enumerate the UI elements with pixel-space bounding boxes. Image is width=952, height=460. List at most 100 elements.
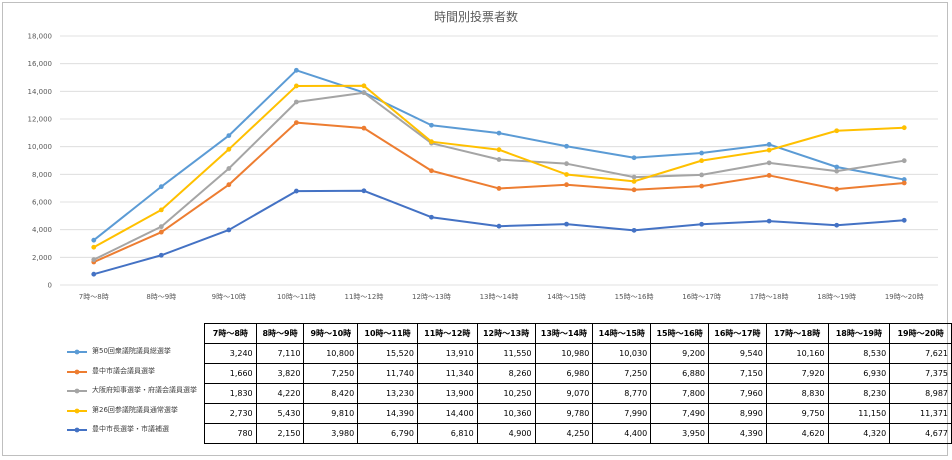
x-tick-label: 16時～17時	[682, 293, 721, 301]
data-point	[361, 83, 367, 89]
table-header-cell: 8時～9時	[255, 323, 305, 344]
table-cell: 7,150	[708, 363, 767, 384]
table-cell: 6,790	[357, 423, 418, 444]
table-cell: 9,810	[303, 403, 359, 424]
table-row: 780 2,150 3,980 6,790 6,810 4,900 4,250 4,400 3,…	[204, 423, 952, 444]
table-header-cell: 12時～13時	[476, 323, 536, 344]
data-point	[91, 257, 97, 263]
x-tick-label: 10時～11時	[277, 293, 316, 301]
series-line	[93, 84, 905, 249]
data-point	[766, 173, 772, 178]
data-point	[293, 67, 299, 73]
table-cell: 1,660	[204, 363, 257, 384]
data-point	[766, 142, 772, 147]
data-point	[429, 139, 434, 145]
data-point	[226, 133, 232, 139]
table-cell: 10,980	[534, 343, 594, 364]
table-header-cell: 19時～20時	[889, 323, 952, 344]
data-point	[564, 161, 569, 167]
x-tick-label: 15時～16時	[615, 293, 654, 301]
data-point	[699, 150, 705, 156]
x-tick-label: 18時～19時	[817, 293, 856, 301]
series-line	[93, 69, 905, 241]
y-tick-label: 12,000	[28, 116, 53, 124]
table-cell: 4,400	[592, 423, 652, 444]
table-cell: 15,520	[357, 343, 418, 364]
x-tick-label: 19時～20時	[885, 293, 924, 301]
data-point	[496, 223, 502, 229]
legend-item: 大阪府知事選挙・府議会議員選挙	[66, 381, 204, 401]
table-cell: 10,030	[592, 343, 652, 364]
chart-title: 時間別投票者数	[433, 10, 518, 24]
data-point	[429, 214, 434, 220]
data-point	[631, 155, 637, 161]
table-cell: 7,110	[255, 343, 305, 364]
table-cell: 1,830	[204, 383, 257, 404]
table-cell: 8,420	[303, 383, 359, 404]
table-header-cell: 18時～19時	[827, 323, 891, 344]
table-cell: 7,960	[708, 383, 767, 404]
table-cell: 6,810	[416, 423, 478, 444]
table-cell: 9,780	[534, 403, 594, 424]
table-cell: 3,820	[255, 363, 305, 384]
table-cell: 8,987	[889, 383, 952, 404]
table-cell: 13,910	[416, 343, 478, 364]
y-tick-label: 4,000	[32, 226, 52, 234]
legend-marker	[67, 408, 87, 413]
data-point	[91, 237, 97, 243]
data-point	[901, 158, 907, 164]
table-header-row: 7時～8時 8時～9時 9時～10時 10時～11時 11時～12時 12時～13時 13時…	[204, 323, 952, 344]
x-tick-label: 9時～10時	[212, 293, 246, 301]
data-point	[631, 187, 637, 193]
data-point	[496, 147, 502, 153]
table-cell: 7,250	[303, 363, 359, 384]
data-table: 7時～8時 8時～9時 9時～10時 10時～11時 11時～12時 12時～13時 13時…	[204, 323, 952, 444]
table-cell: 9,070	[534, 383, 594, 404]
data-point	[699, 221, 705, 227]
table-cell: 9,540	[708, 343, 767, 364]
table-cell: 3,240	[204, 343, 257, 364]
data-point	[496, 130, 502, 136]
table-cell: 7,800	[650, 383, 709, 404]
table-cell: 4,320	[827, 423, 891, 444]
table-cell: 7,920	[765, 363, 829, 384]
data-point	[901, 180, 907, 186]
table-cell: 6,880	[650, 363, 709, 384]
table-header-cell: 13時～14時	[534, 323, 594, 344]
data-point	[564, 221, 569, 227]
data-point	[631, 178, 637, 184]
table-row: 1,660 3,820 7,250 11,740 11,340 8,260 6,980 7,2…	[204, 363, 952, 384]
data-point	[226, 146, 232, 152]
data-point	[834, 128, 840, 134]
x-tick-label: 12時～13時	[412, 293, 451, 301]
table-header-cell: 16時～17時	[708, 323, 767, 344]
table-cell: 13,900	[416, 383, 478, 404]
data-point	[429, 122, 434, 128]
chart-legend: 第50回衆議院議員総選挙 豊中市議会議員選挙 大阪府知事選挙・府議会議員選挙第26回…	[66, 342, 204, 440]
table-cell: 7,621	[889, 343, 952, 364]
table-header-cell: 11時～12時	[416, 323, 478, 344]
data-point	[564, 182, 569, 188]
y-tick-label: 16,000	[28, 60, 53, 68]
data-point	[766, 160, 772, 166]
x-tick-label: 13時～14時	[480, 293, 519, 301]
table-header-cell: 9時～10時	[303, 323, 359, 344]
data-point	[631, 227, 637, 233]
table-cell: 4,677	[889, 423, 952, 444]
table-cell: 4,250	[534, 423, 594, 444]
legend-label: 豊中市長選挙・市議補選	[92, 425, 169, 433]
table-cell: 8,230	[827, 383, 891, 404]
table-cell: 5,430	[255, 403, 305, 424]
table-cell: 8,260	[476, 363, 536, 384]
legend-item: 第50回衆議院議員総選挙	[66, 342, 204, 362]
table-cell: 3,950	[650, 423, 709, 444]
table-cell: 4,220	[255, 383, 305, 404]
data-point	[564, 172, 569, 177]
data-point	[834, 186, 840, 192]
legend-label: 第26回参議院議員通常選挙	[92, 405, 178, 414]
data-point	[293, 99, 299, 105]
legend-item: 豊中市議会議員選挙	[66, 362, 204, 382]
x-tick-label: 11時～12時	[345, 293, 384, 301]
y-tick-label: 6,000	[32, 199, 52, 207]
table-cell: 7,250	[592, 363, 652, 384]
